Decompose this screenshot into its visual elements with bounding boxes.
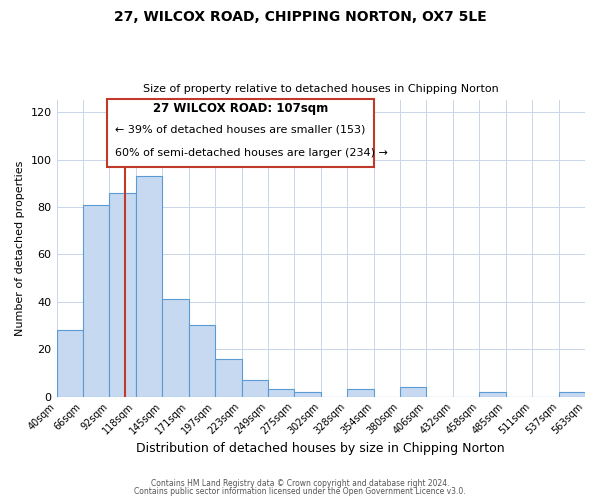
Bar — [215, 358, 242, 397]
Bar — [188, 326, 215, 396]
Bar — [559, 392, 585, 396]
Bar — [295, 392, 321, 396]
Title: Size of property relative to detached houses in Chipping Norton: Size of property relative to detached ho… — [143, 84, 499, 94]
Text: ← 39% of detached houses are smaller (153): ← 39% of detached houses are smaller (15… — [115, 124, 365, 134]
Text: 27, WILCOX ROAD, CHIPPING NORTON, OX7 5LE: 27, WILCOX ROAD, CHIPPING NORTON, OX7 5L… — [113, 10, 487, 24]
Bar — [347, 390, 374, 396]
Bar — [136, 176, 162, 396]
Y-axis label: Number of detached properties: Number of detached properties — [15, 161, 25, 336]
FancyBboxPatch shape — [107, 99, 374, 167]
Text: Contains HM Land Registry data © Crown copyright and database right 2024.: Contains HM Land Registry data © Crown c… — [151, 478, 449, 488]
Bar — [479, 392, 506, 396]
X-axis label: Distribution of detached houses by size in Chipping Norton: Distribution of detached houses by size … — [136, 442, 505, 455]
Text: 27 WILCOX ROAD: 107sqm: 27 WILCOX ROAD: 107sqm — [152, 102, 328, 115]
Bar — [109, 193, 136, 396]
Text: Contains public sector information licensed under the Open Government Licence v3: Contains public sector information licen… — [134, 487, 466, 496]
Bar — [162, 300, 188, 396]
Text: 60% of semi-detached houses are larger (234) →: 60% of semi-detached houses are larger (… — [115, 148, 388, 158]
Bar — [56, 330, 83, 396]
Bar — [400, 387, 427, 396]
Bar — [83, 204, 109, 396]
Bar — [242, 380, 268, 396]
Bar — [268, 390, 295, 396]
